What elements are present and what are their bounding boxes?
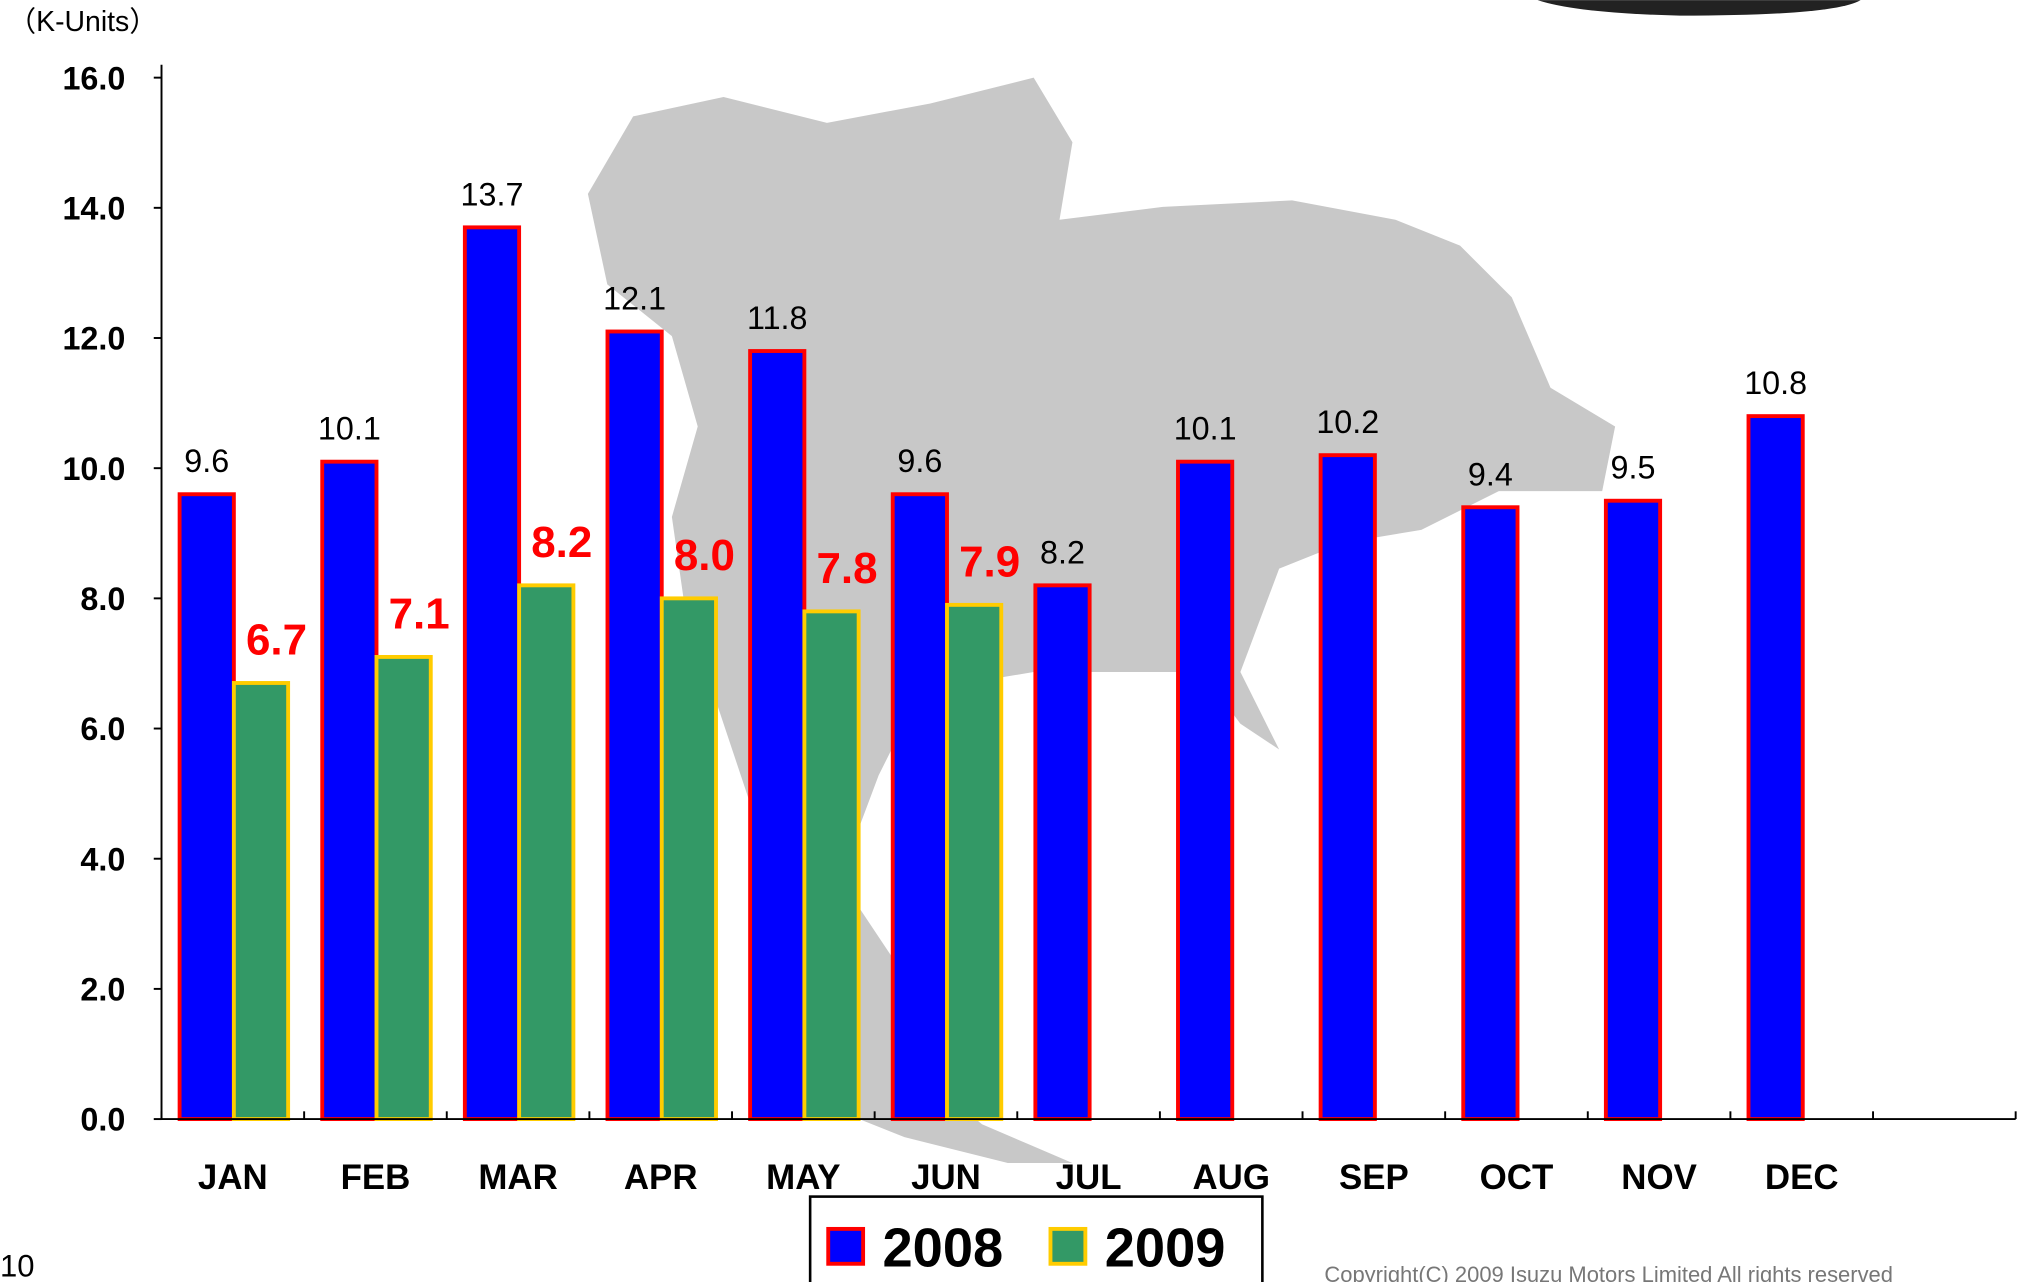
y-tick-label: 14.0 — [62, 190, 125, 226]
background-map — [588, 78, 1615, 1163]
data-label: 7.9 — [959, 537, 1020, 586]
data-label: 8.2 — [531, 518, 592, 567]
bar — [607, 331, 661, 1119]
data-label: 8.2 — [1040, 534, 1085, 570]
data-label: 13.7 — [461, 176, 524, 212]
bar — [180, 494, 234, 1119]
x-tick-label: AUG — [1192, 1158, 1270, 1197]
bar — [750, 351, 804, 1119]
data-label: 12.1 — [603, 281, 666, 317]
x-tick-label: NOV — [1621, 1158, 1697, 1197]
x-tick-label: OCT — [1480, 1158, 1554, 1197]
car-image — [1538, 0, 1861, 16]
y-axis-unit: （K-Units） — [8, 6, 158, 38]
x-tick-label: APR — [624, 1158, 698, 1197]
legend-swatch — [1050, 1229, 1085, 1264]
bar — [519, 585, 573, 1119]
y-tick-label: 0.0 — [80, 1102, 125, 1138]
data-label: 9.6 — [184, 443, 229, 479]
y-tick-label: 6.0 — [80, 711, 125, 747]
page: （K-Units） 10 Copyright(C) 2009 Isuzu Mot… — [0, 0, 2026, 1282]
bar — [804, 611, 858, 1119]
x-tick-label: JUL — [1056, 1158, 1122, 1197]
x-tick-label: JUN — [911, 1158, 981, 1197]
data-label: 10.8 — [1744, 365, 1807, 401]
y-tick-label: 2.0 — [80, 972, 125, 1008]
page-number: 10 — [0, 1249, 34, 1282]
y-tick-label: 4.0 — [80, 841, 125, 877]
bar — [1606, 501, 1660, 1119]
data-label: 7.8 — [816, 544, 877, 593]
bar — [376, 657, 430, 1119]
data-label: 11.8 — [747, 300, 807, 336]
x-tick-label: JAN — [198, 1158, 268, 1197]
bar — [1321, 455, 1375, 1119]
bar — [322, 462, 376, 1119]
x-tick-label: MAY — [766, 1158, 840, 1197]
bar — [947, 605, 1001, 1119]
legend-label: 2009 — [1105, 1218, 1226, 1278]
y-tick-label: 12.0 — [62, 321, 125, 357]
bar — [1178, 462, 1232, 1119]
bar — [1035, 585, 1089, 1119]
data-label: 9.4 — [1468, 456, 1513, 492]
bar — [465, 227, 519, 1119]
x-tick-label: MAR — [478, 1158, 557, 1197]
legend-swatch — [828, 1229, 863, 1264]
bar — [234, 683, 288, 1119]
data-label: 10.1 — [318, 411, 381, 447]
x-tick-label: FEB — [341, 1158, 411, 1197]
legend-label: 2008 — [882, 1218, 1003, 1278]
data-label: 10.1 — [1174, 411, 1237, 447]
y-tick-label: 8.0 — [80, 581, 125, 617]
chart: （K-Units） 10 Copyright(C) 2009 Isuzu Mot… — [0, 0, 2026, 1282]
x-tick-label: SEP — [1339, 1158, 1409, 1197]
data-label: 8.0 — [674, 531, 735, 580]
y-tick-label: 16.0 — [62, 60, 125, 96]
bar — [893, 494, 947, 1119]
bar — [1463, 507, 1517, 1119]
copyright: Copyright(C) 2009 Isuzu Motors Limited A… — [1324, 1262, 1893, 1282]
bar — [662, 598, 716, 1119]
x-tick-label: DEC — [1765, 1158, 1839, 1197]
data-label: 9.5 — [1611, 450, 1656, 486]
data-label: 9.6 — [897, 443, 942, 479]
data-label: 6.7 — [246, 616, 307, 665]
data-label: 10.2 — [1316, 404, 1379, 440]
y-tick-label: 10.0 — [62, 451, 125, 487]
data-label: 7.1 — [389, 590, 450, 639]
bar — [1748, 416, 1802, 1119]
